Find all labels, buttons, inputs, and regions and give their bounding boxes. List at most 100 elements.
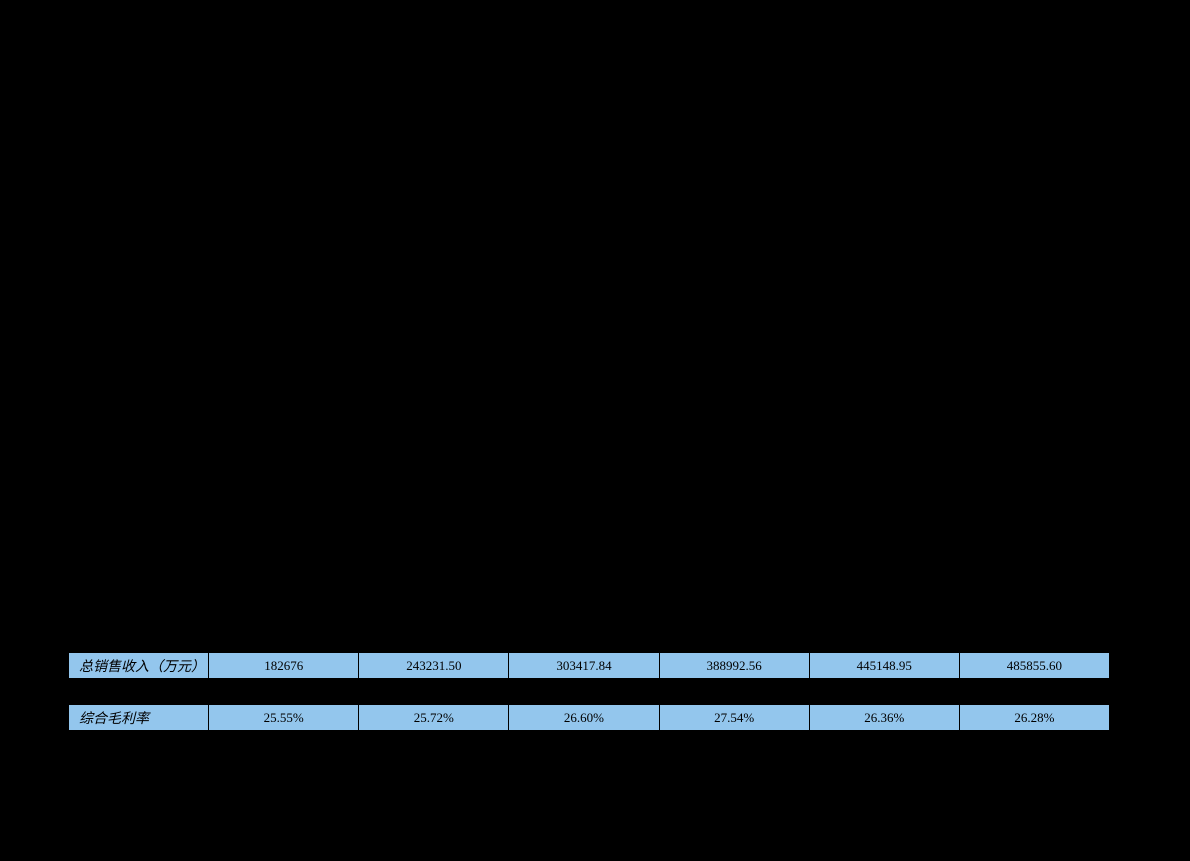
cell-value <box>209 497 359 523</box>
cell-value <box>809 237 959 263</box>
cell-value <box>659 237 809 263</box>
cell-value <box>959 55 1109 81</box>
cell-value: 182676 <box>209 653 359 679</box>
cell-value <box>509 81 659 107</box>
cell-value <box>359 367 509 393</box>
cell-value <box>209 549 359 575</box>
cell-value <box>959 419 1109 445</box>
table-row <box>69 627 1110 653</box>
table-row <box>69 393 1110 419</box>
financial-table-container: 总销售收入（万元）182676243231.50303417.84388992.… <box>68 28 1110 757</box>
row-label <box>69 263 209 289</box>
row-label <box>69 211 209 237</box>
cell-value <box>509 315 659 341</box>
cell-value <box>359 55 509 81</box>
cell-value <box>509 393 659 419</box>
cell-value <box>659 55 809 81</box>
table-row <box>69 497 1110 523</box>
table-row <box>69 133 1110 159</box>
cell-value <box>209 81 359 107</box>
cell-value <box>359 133 509 159</box>
cell-value <box>959 185 1109 211</box>
cell-value <box>809 627 959 653</box>
cell-value <box>809 211 959 237</box>
table-row <box>69 237 1110 263</box>
cell-value <box>209 185 359 211</box>
cell-value <box>359 679 509 705</box>
cell-value <box>209 393 359 419</box>
cell-value <box>959 81 1109 107</box>
cell-value <box>359 107 509 133</box>
cell-value <box>509 497 659 523</box>
cell-value <box>359 159 509 185</box>
cell-value <box>809 289 959 315</box>
row-label <box>69 731 209 757</box>
cell-value <box>659 575 809 601</box>
cell-value <box>809 107 959 133</box>
cell-value <box>509 549 659 575</box>
cell-value <box>959 627 1109 653</box>
cell-value <box>509 159 659 185</box>
cell-value <box>959 367 1109 393</box>
row-label <box>69 549 209 575</box>
cell-value <box>359 627 509 653</box>
cell-value <box>209 159 359 185</box>
cell-value <box>959 237 1109 263</box>
row-label <box>69 445 209 471</box>
cell-value <box>509 471 659 497</box>
cell-value <box>359 419 509 445</box>
cell-value <box>659 315 809 341</box>
cell-value <box>509 237 659 263</box>
row-label <box>69 627 209 653</box>
row-label: 综合毛利率 <box>69 705 209 731</box>
row-label <box>69 81 209 107</box>
row-label <box>69 107 209 133</box>
cell-value <box>659 471 809 497</box>
cell-value <box>659 523 809 549</box>
table-row <box>69 263 1110 289</box>
cell-value <box>509 55 659 81</box>
cell-value <box>959 211 1109 237</box>
row-label <box>69 679 209 705</box>
cell-value <box>959 315 1109 341</box>
cell-value <box>509 523 659 549</box>
row-label <box>69 289 209 315</box>
row-label <box>69 601 209 627</box>
row-label <box>69 315 209 341</box>
cell-value <box>959 289 1109 315</box>
cell-value <box>659 107 809 133</box>
cell-value <box>809 523 959 549</box>
table-row <box>69 29 1110 55</box>
cell-value: 27.54% <box>659 705 809 731</box>
cell-value <box>209 315 359 341</box>
cell-value <box>359 393 509 419</box>
cell-value <box>659 159 809 185</box>
cell-value <box>359 289 509 315</box>
cell-value <box>809 445 959 471</box>
cell-value <box>359 185 509 211</box>
row-label: 总销售收入（万元） <box>69 653 209 679</box>
cell-value: 26.60% <box>509 705 659 731</box>
cell-value <box>209 107 359 133</box>
table-row <box>69 471 1110 497</box>
cell-value <box>809 393 959 419</box>
cell-value <box>509 289 659 315</box>
table-row <box>69 549 1110 575</box>
cell-value <box>959 107 1109 133</box>
table-row <box>69 731 1110 757</box>
cell-value <box>359 575 509 601</box>
cell-value <box>509 341 659 367</box>
table-row <box>69 419 1110 445</box>
cell-value <box>209 601 359 627</box>
cell-value <box>809 159 959 185</box>
financial-table: 总销售收入（万元）182676243231.50303417.84388992.… <box>68 28 1110 757</box>
cell-value <box>509 367 659 393</box>
cell-value <box>509 419 659 445</box>
cell-value: 303417.84 <box>509 653 659 679</box>
row-label <box>69 159 209 185</box>
cell-value <box>209 523 359 549</box>
cell-value <box>209 133 359 159</box>
cell-value <box>359 601 509 627</box>
table-row <box>69 575 1110 601</box>
cell-value <box>809 601 959 627</box>
